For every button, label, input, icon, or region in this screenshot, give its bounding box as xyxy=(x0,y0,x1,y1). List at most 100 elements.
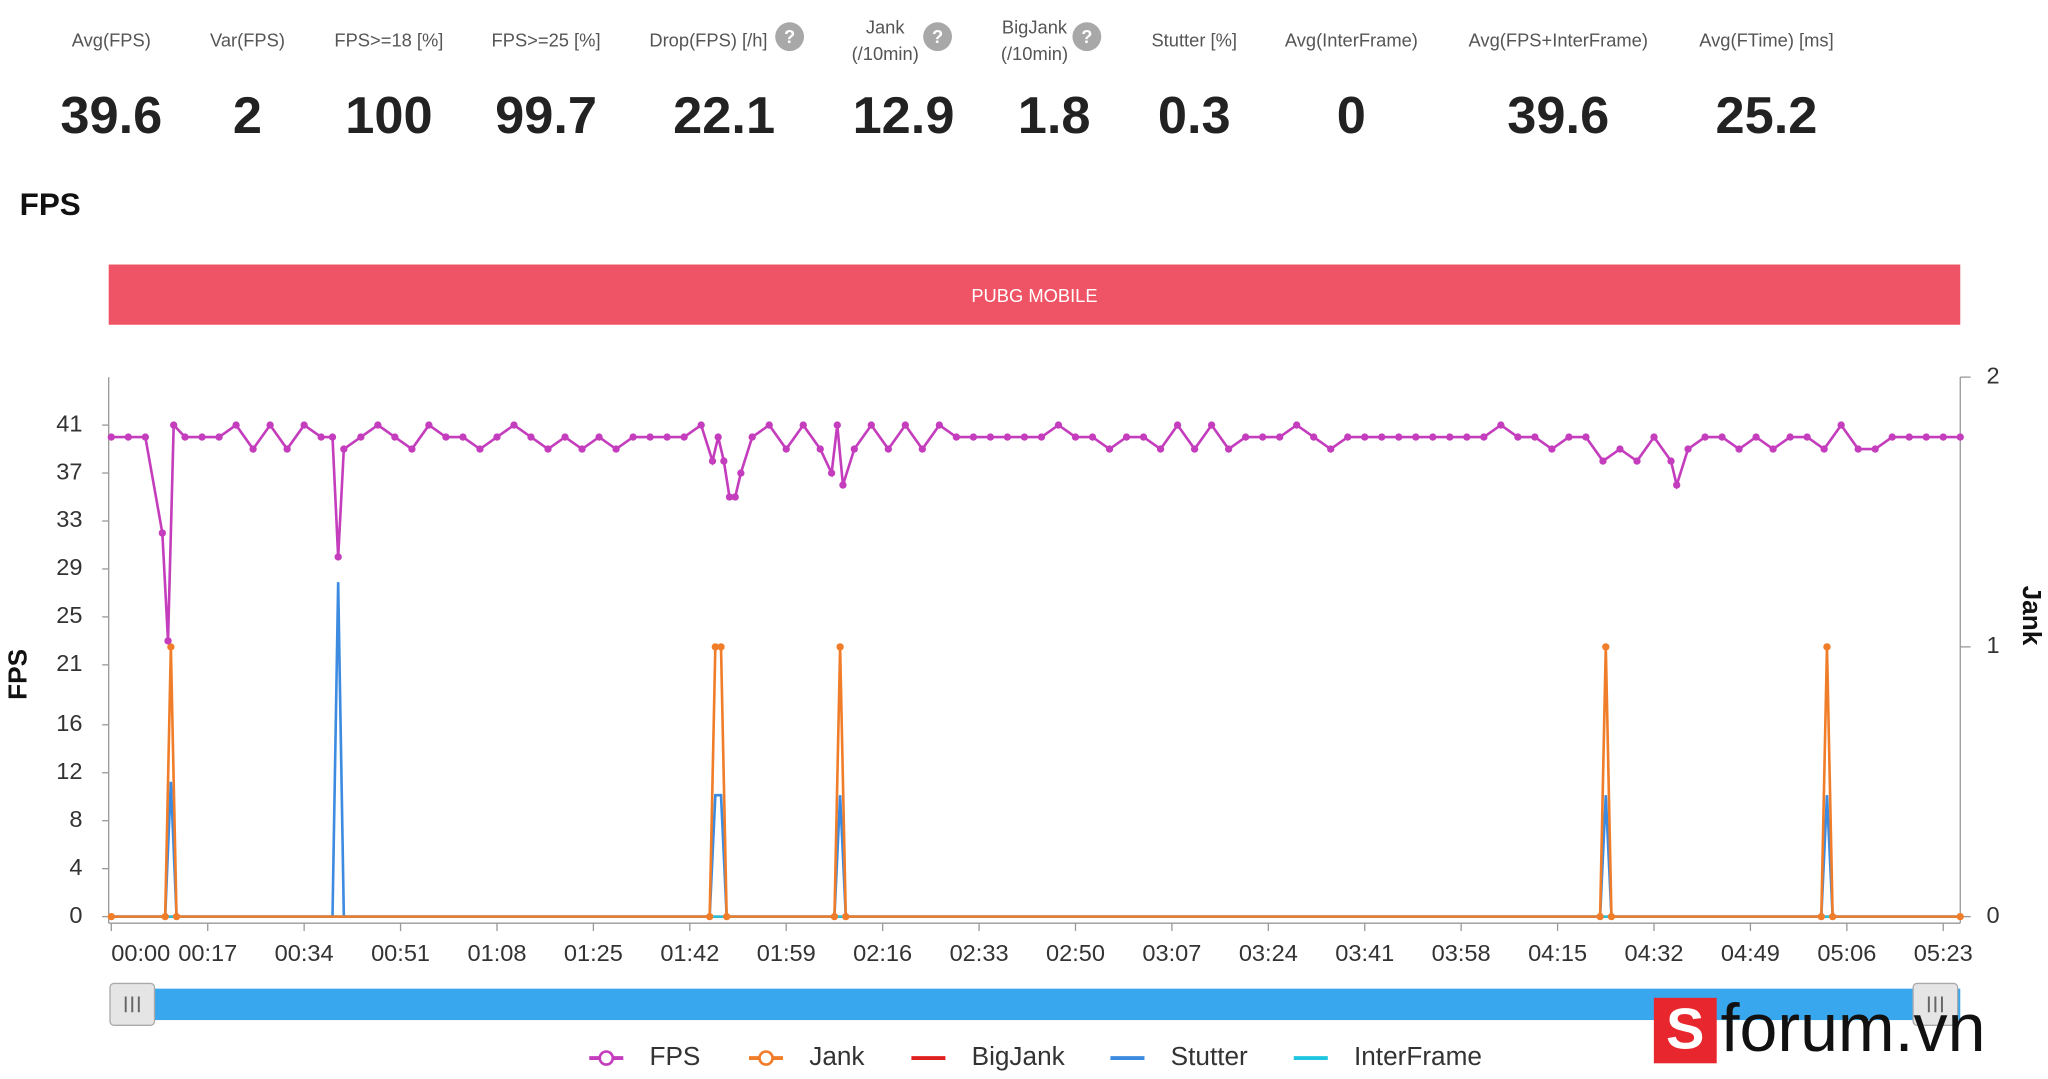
point xyxy=(170,421,178,429)
point xyxy=(952,433,961,441)
point xyxy=(1582,433,1590,441)
stat-value: 0.3 xyxy=(1158,87,1231,145)
y2-tick-label: 1 xyxy=(1986,632,1999,658)
point xyxy=(334,553,342,561)
point xyxy=(901,421,910,429)
point xyxy=(1956,433,1964,441)
point xyxy=(1905,433,1913,441)
y-axis-label: FPS xyxy=(3,649,33,700)
point xyxy=(561,433,569,441)
point xyxy=(232,421,240,429)
y-tick-label: 4 xyxy=(69,854,82,880)
y-tick-label: 8 xyxy=(69,806,82,832)
point xyxy=(1207,421,1216,429)
point xyxy=(1088,433,1097,441)
x-tick-label: 02:16 xyxy=(853,940,912,966)
point xyxy=(181,433,189,441)
point xyxy=(1463,433,1471,441)
handle-grip xyxy=(1927,996,1943,1013)
point xyxy=(164,637,172,645)
point xyxy=(1718,433,1726,441)
point xyxy=(442,433,450,441)
stat-label: Jank xyxy=(866,17,906,38)
x-tick-label: 03:24 xyxy=(1239,940,1298,966)
x-tick-label: 00:00 xyxy=(111,940,170,966)
x-tick-label: 05:06 xyxy=(1817,940,1876,966)
point xyxy=(1344,433,1352,441)
point xyxy=(300,421,308,429)
point xyxy=(1607,912,1616,921)
y-tick-label: 37 xyxy=(56,458,82,484)
point xyxy=(1803,433,1811,441)
point xyxy=(493,433,501,441)
point xyxy=(708,457,717,465)
point xyxy=(1139,433,1148,441)
point xyxy=(172,912,181,921)
point xyxy=(969,433,978,441)
point xyxy=(1596,912,1604,921)
point xyxy=(720,457,728,465)
point xyxy=(1922,433,1930,441)
point xyxy=(1190,445,1199,453)
x-tick-label: 05:23 xyxy=(1914,940,1973,966)
point xyxy=(1105,445,1114,453)
point xyxy=(663,433,671,441)
point xyxy=(839,481,847,489)
point xyxy=(1327,445,1335,453)
point xyxy=(1599,457,1607,465)
point xyxy=(266,421,274,429)
x-tick-label: 02:50 xyxy=(1046,940,1105,966)
point xyxy=(167,643,175,651)
point xyxy=(391,433,399,441)
point xyxy=(510,421,518,429)
point xyxy=(1888,433,1896,441)
point xyxy=(124,433,132,441)
x-tick-label: 01:08 xyxy=(467,940,526,966)
point xyxy=(1548,445,1556,453)
point xyxy=(578,445,586,453)
help-icon xyxy=(775,22,805,52)
point xyxy=(833,421,841,429)
help-icon xyxy=(1072,22,1102,52)
point xyxy=(935,421,944,429)
point xyxy=(1602,643,1610,651)
point xyxy=(476,445,484,453)
point xyxy=(782,445,790,453)
y-tick-label: 21 xyxy=(56,650,82,676)
point xyxy=(1616,445,1624,453)
x-tick-label: 03:58 xyxy=(1432,940,1491,966)
point xyxy=(748,433,756,441)
point xyxy=(1701,433,1709,441)
stat-label: Stutter [%] xyxy=(1151,30,1237,51)
point xyxy=(107,433,115,441)
y-tick-label: 12 xyxy=(56,758,82,784)
point xyxy=(340,445,348,453)
point xyxy=(799,421,807,429)
point xyxy=(215,433,223,441)
legend-marker xyxy=(758,1050,774,1066)
point xyxy=(1514,433,1522,441)
y-tick-label: 16 xyxy=(56,710,82,736)
point xyxy=(1769,445,1777,453)
point xyxy=(408,445,416,453)
stat-label: FPS>=25 [%] xyxy=(492,30,601,51)
point xyxy=(731,493,739,501)
point xyxy=(1828,912,1837,921)
point xyxy=(723,912,731,921)
point xyxy=(1003,433,1012,441)
point xyxy=(1378,433,1386,441)
legend-label: InterFrame xyxy=(1354,1041,1482,1071)
x-tick-label: 01:42 xyxy=(660,940,719,966)
point xyxy=(680,433,688,441)
stat-value: 25.2 xyxy=(1716,87,1818,145)
point xyxy=(1310,433,1318,441)
stat-label: Avg(InterFrame) xyxy=(1285,30,1418,51)
point xyxy=(1446,433,1454,441)
point xyxy=(1673,481,1681,489)
legend-label: Jank xyxy=(809,1041,865,1071)
point xyxy=(629,433,637,441)
range-slider[interactable] xyxy=(111,988,1961,1021)
legend-label: Stutter xyxy=(1171,1041,1248,1071)
x-tick-label: 04:15 xyxy=(1528,940,1587,966)
